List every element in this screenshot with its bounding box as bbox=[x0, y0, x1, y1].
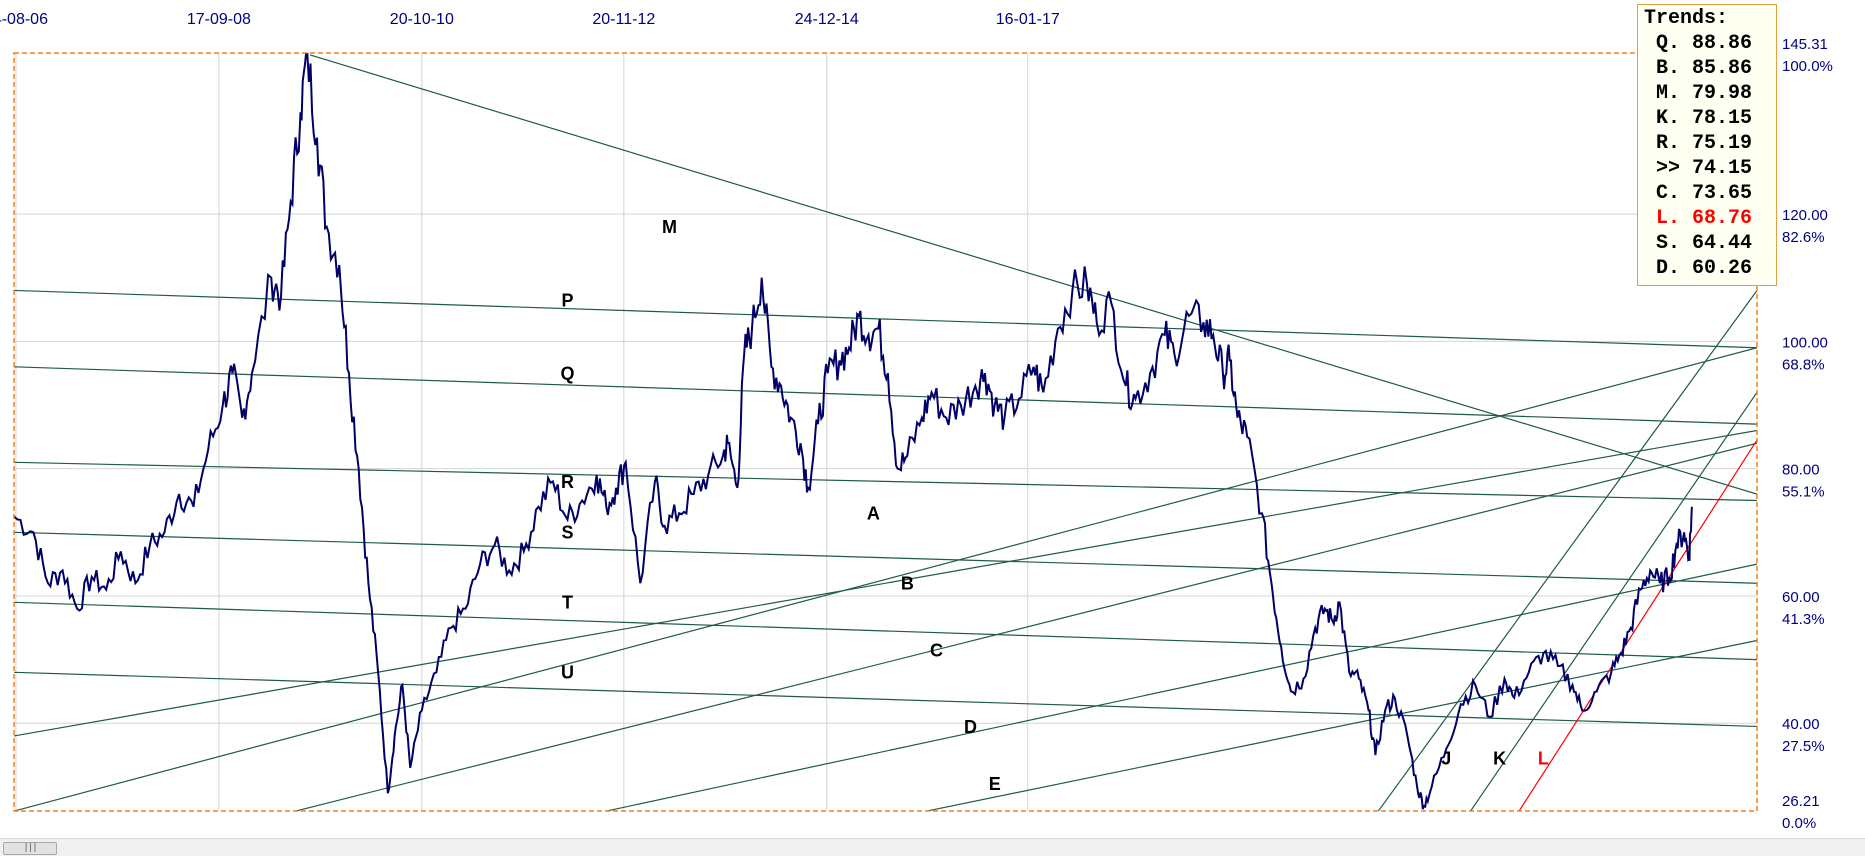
trend-value: 78.15 bbox=[1680, 107, 1753, 130]
y-tick-label: 60.00 bbox=[1782, 589, 1820, 606]
horizontal-scrollbar[interactable]: ||| bbox=[0, 838, 1865, 856]
trend-line-label: E bbox=[989, 774, 1001, 794]
trend-value: 75.19 bbox=[1680, 132, 1753, 155]
trend-line-label: Q bbox=[560, 364, 574, 384]
trend-line-label: S bbox=[561, 523, 573, 543]
x-tick-label: 14-08-06 bbox=[0, 11, 48, 28]
trend-key: L. bbox=[1656, 207, 1681, 230]
y-tick-percent: 100.0% bbox=[1782, 58, 1833, 75]
trend-row: D. 60.26 bbox=[1644, 256, 1772, 281]
plot-frame bbox=[13, 52, 1758, 812]
x-tick-label: 20-11-12 bbox=[592, 11, 655, 28]
trends-title: Trends: bbox=[1644, 7, 1729, 30]
y-tick-label: 80.00 bbox=[1782, 462, 1820, 479]
trend-row: B. 85.86 bbox=[1644, 56, 1772, 81]
y-tick-label: 100.00 bbox=[1782, 334, 1828, 351]
trend-value: 88.86 bbox=[1680, 32, 1753, 55]
trend-row: L. 68.76 bbox=[1644, 206, 1772, 231]
trend-value: 74.15 bbox=[1680, 157, 1753, 180]
trend-line-label: B bbox=[901, 574, 914, 594]
trend-line bbox=[14, 347, 1757, 811]
x-tick-label: 17-09-08 bbox=[187, 11, 251, 28]
y-tick-percent: 27.5% bbox=[1782, 738, 1825, 755]
y-tick-percent: 82.6% bbox=[1782, 229, 1825, 246]
trend-row: R. 75.19 bbox=[1644, 131, 1772, 156]
trend-row: C. 73.65 bbox=[1644, 181, 1772, 206]
trend-line bbox=[14, 671, 1757, 728]
trend-line-label: C bbox=[930, 640, 943, 660]
y-tick-label: 26.21 bbox=[1782, 793, 1820, 810]
trend-line-label: D bbox=[964, 717, 977, 737]
y-tick-percent: 0.0% bbox=[1782, 815, 1816, 832]
y-tick-label: 40.00 bbox=[1782, 716, 1820, 733]
trend-line-label: A bbox=[867, 504, 880, 524]
y-tick-label: 120.00 bbox=[1782, 207, 1828, 224]
trend-line bbox=[14, 366, 1757, 425]
trend-key: R. bbox=[1656, 132, 1681, 155]
y-tick-percent: 41.3% bbox=[1782, 611, 1825, 628]
trend-key: C. bbox=[1656, 182, 1681, 205]
y-tick-percent: 68.8% bbox=[1782, 356, 1825, 373]
trend-line-label: K bbox=[1493, 749, 1506, 769]
trend-line bbox=[926, 639, 1757, 811]
trend-line bbox=[14, 601, 1757, 661]
trend-value: 73.65 bbox=[1680, 182, 1753, 205]
x-tick-label: 24-12-14 bbox=[795, 11, 859, 28]
trends-list: Q. 88.86 B. 85.86 M. 79.98 K. 78.15 R. 75.19… bbox=[1644, 31, 1772, 281]
x-tick-label: 16-01-17 bbox=[996, 11, 1060, 28]
trend-row: M. 79.98 bbox=[1644, 81, 1772, 106]
trend-line bbox=[14, 531, 1757, 584]
trend-key: K. bbox=[1656, 107, 1681, 130]
trend-key: S. bbox=[1656, 232, 1681, 255]
trend-row: K. 78.15 bbox=[1644, 106, 1772, 131]
price-line bbox=[14, 53, 1693, 810]
y-tick-label: 145.31 bbox=[1782, 36, 1828, 53]
trend-row: S. 64.44 bbox=[1644, 231, 1772, 256]
trend-key: B. bbox=[1656, 57, 1681, 80]
trend-key: >> bbox=[1656, 157, 1681, 180]
trend-line bbox=[1377, 290, 1757, 811]
trend-line bbox=[606, 563, 1757, 811]
price-chart: 14-08-06 17-09-08 20-10-10 20-11-12 24-12-14… bbox=[0, 11, 1833, 832]
trend-line bbox=[14, 429, 1757, 737]
trend-value: 68.76 bbox=[1680, 207, 1753, 230]
trend-key: Q. bbox=[1656, 32, 1681, 55]
trend-line-label: P bbox=[561, 290, 573, 310]
y-tick-percent: 55.1% bbox=[1782, 484, 1825, 501]
trend-line bbox=[1470, 391, 1757, 811]
trend-line bbox=[14, 461, 1757, 502]
scrollbar-thumb[interactable]: ||| bbox=[3, 842, 57, 855]
trend-value: 85.86 bbox=[1680, 57, 1753, 80]
trend-key: M. bbox=[1656, 82, 1681, 105]
trend-line bbox=[309, 54, 1757, 495]
trend-line-label: M bbox=[662, 217, 677, 237]
trend-value: 60.26 bbox=[1680, 257, 1753, 280]
trend-key: D. bbox=[1656, 257, 1681, 280]
trend-line-label: U bbox=[561, 663, 574, 683]
trend-line-label: J bbox=[1441, 749, 1451, 769]
trend-value: 79.98 bbox=[1680, 82, 1753, 105]
trend-line-label: T bbox=[562, 593, 573, 613]
trends-panel: Trends: Q. 88.86 B. 85.86 M. 79.98 K. 78.15… bbox=[1637, 4, 1777, 286]
trend-line-label: L bbox=[1538, 749, 1549, 769]
x-tick-label: 20-10-10 bbox=[390, 11, 454, 28]
trend-line-label: R bbox=[561, 472, 574, 492]
trend-line bbox=[1518, 439, 1757, 811]
trend-row: Q. 88.86 bbox=[1644, 31, 1772, 56]
trend-row: >> 74.15 bbox=[1644, 156, 1772, 181]
trend-value: 64.44 bbox=[1680, 232, 1753, 255]
trend-line bbox=[295, 442, 1757, 811]
trend-line bbox=[14, 289, 1757, 349]
